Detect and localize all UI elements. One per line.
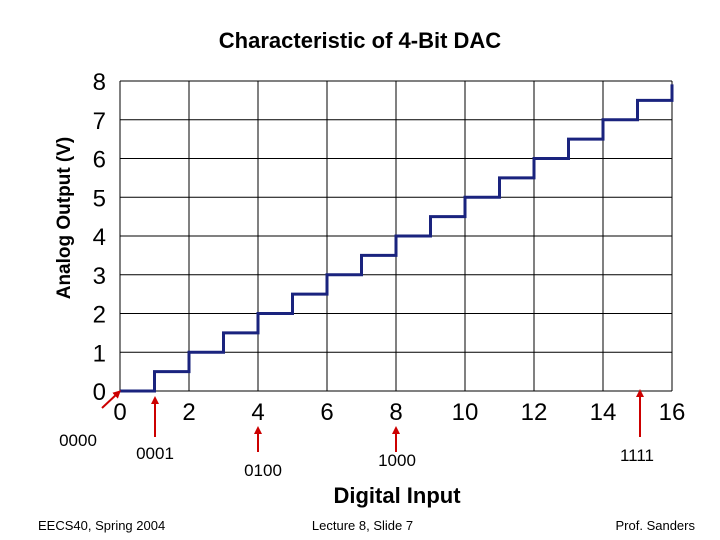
x-tick-label: 6 (320, 399, 333, 426)
y-tick-label: 1 (93, 340, 106, 367)
binary-code-label: 1111 (620, 446, 654, 465)
series-layer (120, 84, 674, 393)
x-tick-label: 10 (452, 399, 479, 426)
x-tick-label: 12 (521, 399, 548, 426)
x-tick-label: 16 (659, 399, 686, 426)
y-tick-label: 2 (93, 302, 106, 329)
x-tick-label: 8 (389, 399, 402, 426)
y-tick-label: 0 (93, 379, 106, 406)
x-tick-label: 2 (182, 399, 195, 426)
x-tick-label: 4 (251, 399, 264, 426)
chart-title: Characteristic of 4-Bit DAC (219, 28, 502, 53)
binary-code-label: 1000 (378, 451, 416, 470)
dac-staircase-line (120, 84, 674, 393)
y-tick-label: 5 (93, 185, 106, 212)
annotation-arrow (101, 390, 121, 409)
y-tick-label: 4 (93, 224, 106, 251)
annotation-layer: 0000 0001 0100 1000 1111 (59, 389, 654, 480)
y-tick-label: 7 (93, 108, 106, 135)
binary-code-label: 0000 (59, 431, 97, 450)
footer-course: EECS40, Spring 2004 (38, 518, 166, 533)
y-tick-label: 6 (93, 147, 106, 174)
y-tick-label: 3 (93, 263, 106, 290)
footer-author: Prof. Sanders (615, 518, 696, 533)
binary-code-label: 0100 (244, 461, 282, 480)
binary-code-label: 0001 (136, 444, 174, 463)
x-tick-label: 0 (113, 399, 126, 426)
y-tick-label: 8 (93, 69, 106, 96)
y-axis-label: Analog Output (V) (54, 137, 75, 300)
footer-slide-number: Lecture 8, Slide 7 (311, 518, 414, 533)
x-tick-label: 14 (590, 399, 617, 426)
x-axis-label: Digital Input (333, 483, 461, 508)
